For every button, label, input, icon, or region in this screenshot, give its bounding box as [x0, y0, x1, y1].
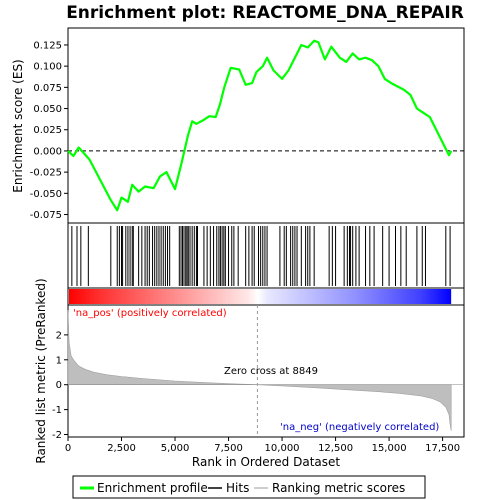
x-tick-label: 5,000 [161, 443, 190, 454]
x-tick-label: 0 [65, 443, 71, 454]
es-tick-label: 0.050 [33, 104, 62, 115]
legend: Enrichment profile Hits Ranking metric s… [72, 475, 426, 499]
ranking-metric-series [67, 305, 464, 437]
legend-metric-label: Ranking metric scores [272, 481, 405, 495]
hits-series [71, 226, 451, 286]
x-axis-label: Rank in Ordered Dataset [192, 455, 340, 469]
es-panel-frame [67, 27, 465, 224]
rank-color-bar [69, 289, 452, 304]
es-tick-label: 0.000 [33, 146, 62, 157]
x-tick-label: 10,000 [265, 443, 300, 454]
chart-title: Enrichment plot: REACTOME_DNA_REPAIR [66, 3, 464, 23]
colorbar-gradient-rect [69, 289, 452, 304]
es-tick-label: 0.025 [33, 125, 62, 136]
hits-panel-frame [67, 222, 465, 289]
legend-profile-label: Enrichment profile [97, 481, 208, 495]
es-tick-label: 0.125 [33, 40, 62, 51]
es-tick-label: 0.075 [33, 83, 62, 94]
enrichment-profile-series [67, 39, 453, 212]
metric-axis-label: Ranked list metric (PreRanked) [34, 278, 48, 463]
legend-box [72, 475, 426, 499]
metric-tick-label: -2 [52, 430, 62, 441]
es-axis-label: Enrichment score (ES) [11, 59, 25, 192]
x-tick-label: 7,500 [214, 443, 243, 454]
es-tick-label: -0.050 [30, 189, 62, 200]
es-axis-ticks: -0.075 -0.050 -0.025 0.000 0.025 0.050 0.075 0.… [30, 40, 68, 221]
x-axis-ticks: 0 2,500 5,000 7,500 10,000 12,500 15,000 17,500 [65, 437, 460, 454]
x-tick-label: 2,500 [107, 443, 136, 454]
metric-tick-label: -1 [52, 405, 62, 416]
x-tick-label: 15,000 [372, 443, 407, 454]
es-tick-label: 0.100 [33, 62, 62, 73]
enrichment-profile-line [67, 39, 453, 212]
es-tick-label: -0.075 [30, 210, 62, 221]
metric-tick-label: 0 [56, 380, 62, 391]
metric-axis-ticks: -2 -1 0 1 2 [52, 330, 68, 441]
es-tick-label: -0.025 [30, 168, 62, 179]
x-tick-label: 12,500 [318, 443, 353, 454]
neg-label: 'na_neg' (negatively correlated) [280, 422, 439, 433]
legend-hits-label: Hits [226, 481, 249, 495]
metric-tick-label: 2 [56, 330, 62, 341]
x-tick-label: 17,500 [425, 443, 460, 454]
pos-label: 'na_pos' (positively correlated) [73, 308, 227, 319]
metric-tick-label: 1 [56, 355, 62, 366]
zero-cross-label: Zero cross at 8849 [224, 366, 318, 377]
